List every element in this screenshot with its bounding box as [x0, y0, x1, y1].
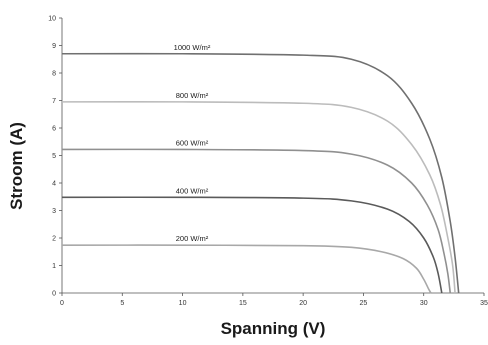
y-tick-label: 1	[52, 263, 56, 270]
y-tick-label: 8	[52, 71, 56, 78]
x-tick-label: 20	[299, 300, 307, 307]
y-tick-label: 9	[52, 43, 56, 50]
y-tick-label: 4	[52, 181, 56, 188]
series-line	[61, 52, 460, 294]
x-tick-label: 0	[60, 300, 64, 307]
series-line	[61, 196, 443, 294]
y-tick-label: 2	[52, 236, 56, 243]
x-tick-label: 15	[239, 300, 247, 307]
y-tick-label: 10	[48, 16, 56, 23]
x-tick-label: 35	[480, 300, 488, 307]
series-label: 400 W/m²	[176, 186, 209, 195]
y-tick-label: 7	[52, 98, 56, 105]
x-tick-label: 10	[179, 300, 187, 307]
series-line	[61, 148, 452, 294]
x-axis-title: Spanning (V)	[221, 319, 326, 338]
y-tick-label: 3	[52, 208, 56, 215]
series-label: 800 W/m²	[176, 91, 209, 100]
plot-area: 0 1 2 3 4 5 6 7 8 9 10 0 5 10 15 20 25 30 35 1000 W/m² 800 W…	[48, 16, 488, 308]
x-tick-label: 30	[420, 300, 428, 307]
x-tick-label: 5	[120, 300, 124, 307]
series-label: 600 W/m²	[176, 138, 209, 147]
series-label: 1000 W/m²	[174, 43, 211, 52]
y-tick-label: 0	[52, 291, 56, 298]
y-axis-title: Stroom (A)	[7, 122, 26, 210]
series-line	[61, 100, 456, 294]
x-tick-label: 25	[360, 300, 368, 307]
y-tick-label: 5	[52, 153, 56, 160]
series-line	[61, 244, 432, 294]
series-label: 200 W/m²	[176, 234, 209, 243]
y-tick-label: 6	[52, 126, 56, 133]
